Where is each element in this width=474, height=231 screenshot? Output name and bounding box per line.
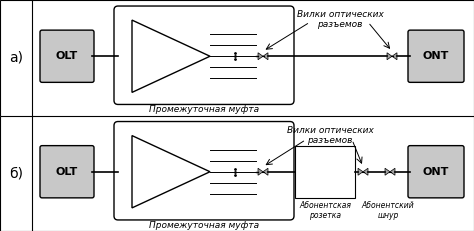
Text: Абонентский
шнур: Абонентский шнур <box>362 201 414 220</box>
Polygon shape <box>258 168 263 175</box>
Text: Промежуточная муфта: Промежуточная муфта <box>149 221 259 230</box>
Text: OLT: OLT <box>56 167 78 177</box>
Polygon shape <box>385 168 390 175</box>
Polygon shape <box>263 168 268 175</box>
Text: Вилки оптических
разъемов: Вилки оптических разъемов <box>287 125 374 145</box>
Text: Промежуточная муфта: Промежуточная муфта <box>149 106 259 114</box>
Text: а): а) <box>9 51 23 65</box>
Text: б): б) <box>9 166 23 180</box>
Text: Абонентская
розетка: Абонентская розетка <box>299 201 351 220</box>
Text: OLT: OLT <box>56 51 78 61</box>
Text: ONT: ONT <box>423 167 449 177</box>
Polygon shape <box>387 53 392 60</box>
FancyBboxPatch shape <box>114 122 294 220</box>
FancyBboxPatch shape <box>408 30 464 82</box>
Polygon shape <box>263 53 268 60</box>
FancyBboxPatch shape <box>40 146 94 198</box>
Polygon shape <box>390 168 395 175</box>
Bar <box>295 146 355 198</box>
Text: Вилки оптических
разъемов: Вилки оптических разъемов <box>297 10 383 29</box>
Polygon shape <box>358 168 363 175</box>
FancyBboxPatch shape <box>114 6 294 104</box>
Text: ONT: ONT <box>423 51 449 61</box>
FancyBboxPatch shape <box>408 146 464 198</box>
Polygon shape <box>363 168 368 175</box>
Polygon shape <box>392 53 397 60</box>
FancyBboxPatch shape <box>40 30 94 82</box>
Polygon shape <box>258 53 263 60</box>
